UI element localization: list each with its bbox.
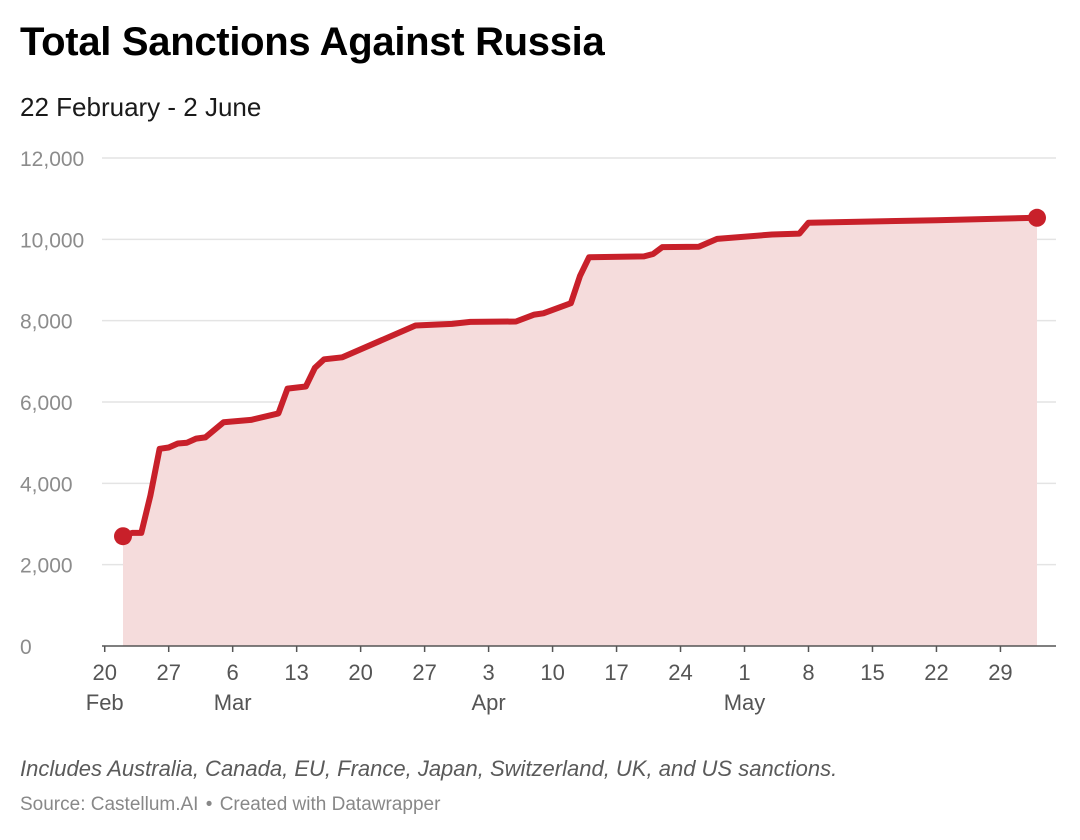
x-tick-label: 27 [156, 660, 180, 685]
x-month-label: Apr [471, 690, 505, 715]
x-tick-label: 22 [924, 660, 948, 685]
y-tick-label: 10,000 [20, 229, 84, 252]
x-tick-label: 1 [738, 660, 750, 685]
y-tick-label: 0 [20, 636, 32, 659]
area-fill [123, 217, 1037, 647]
x-tick-label: 20 [92, 660, 116, 685]
datawrapper-credit[interactable]: Created with Datawrapper [219, 794, 441, 815]
endpoint-marker [114, 527, 132, 546]
chart-note: Includes Australia, Canada, EU, France, … [20, 756, 838, 781]
x-tick-label: 29 [988, 660, 1012, 685]
x-tick-label: 13 [284, 660, 308, 685]
x-tick-label: 10 [540, 660, 564, 685]
x-tick-label: 8 [802, 660, 814, 685]
y-tick-label: 12,000 [20, 148, 84, 171]
chart-subtitle: 22 February - 2 June [20, 92, 262, 122]
x-tick-label: 15 [860, 660, 884, 685]
y-tick-label: 2,000 [20, 555, 73, 578]
y-tick-label: 4,000 [20, 473, 73, 496]
x-tick-label: 6 [227, 660, 239, 685]
x-tick-label: 3 [482, 660, 494, 685]
x-tick-label: 24 [668, 660, 692, 685]
x-month-label: Mar [214, 690, 252, 715]
sanctions-area-chart: 0 2,000 4,000 6,000 8,000 10,000 12,000 20 Feb 27… [20, 148, 1056, 715]
y-tick-label: 8,000 [20, 311, 73, 334]
endpoint-marker [1028, 208, 1046, 227]
x-tick-label: 27 [412, 660, 436, 685]
x-tick-label: 17 [604, 660, 628, 685]
y-tick-label: 6,000 [20, 392, 73, 415]
source-line: Source: Castellum.AI • Created with Data… [20, 794, 440, 816]
chart-title: Total Sanctions Against Russia [20, 20, 605, 64]
x-month-label: May [724, 690, 766, 715]
x-month-label: Feb [86, 690, 124, 715]
source-separator: • [205, 794, 213, 815]
source-label: Source: Castellum.AI [20, 794, 199, 815]
x-tick-label: 20 [348, 660, 372, 685]
